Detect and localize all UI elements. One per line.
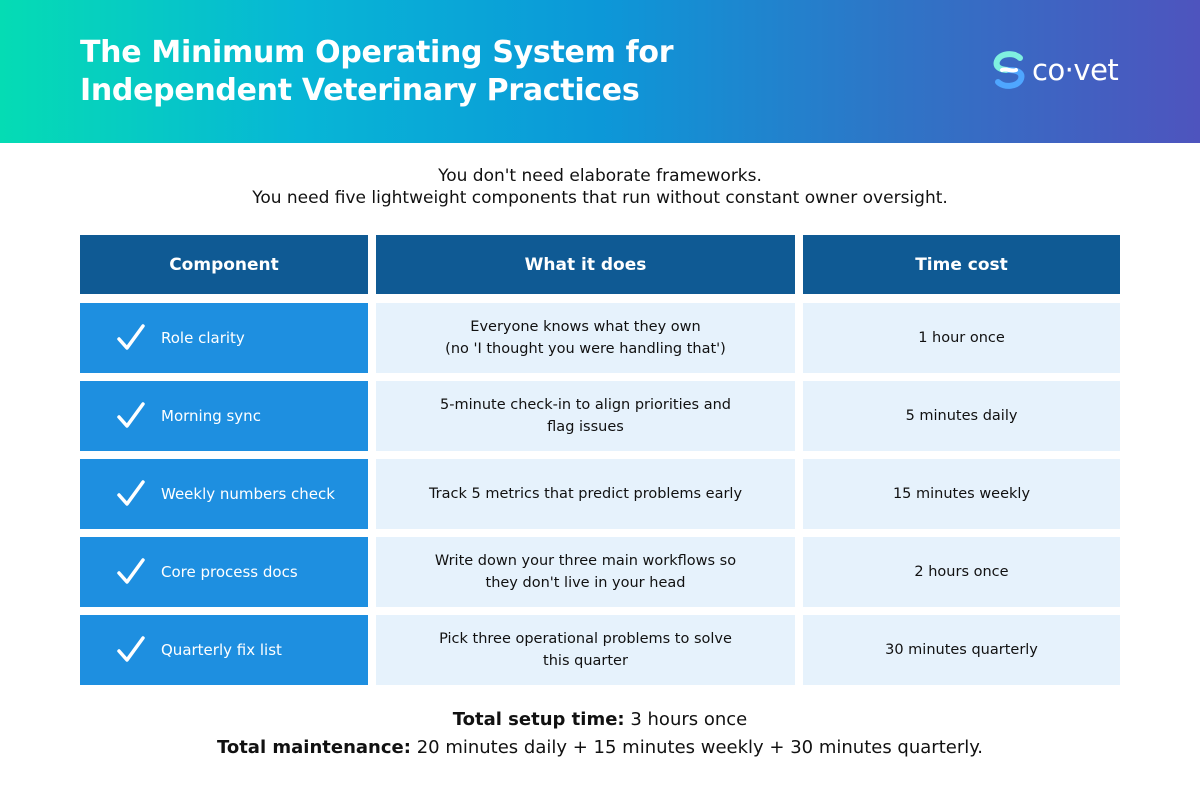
header-time-cost: Time cost <box>803 235 1120 294</box>
covet-logo: co·vet <box>990 50 1119 90</box>
description-line: 5-minute check-in to align priorities an… <box>440 397 731 413</box>
header-what-it-does: What it does <box>376 235 795 294</box>
total-setup-time: Total setup time: 3 hours once <box>0 709 1200 730</box>
maintenance-label: Total maintenance: <box>216 737 411 758</box>
checkmark-icon <box>117 558 145 584</box>
setup-value: 3 hours once <box>630 709 748 730</box>
description-line: Track 5 metrics that predict problems ea… <box>428 486 743 502</box>
intro-text: You don't need elaborate frameworks. You… <box>0 165 1200 209</box>
header-banner: The Minimum Operating System for Indepen… <box>0 0 1200 143</box>
table-row: Core process docs Write down your three … <box>0 537 1200 607</box>
component-label: Quarterly fix list <box>161 641 282 659</box>
table-row: Morning sync 5-minute check-in to align … <box>0 381 1200 451</box>
description-line: they don't live in your head <box>485 575 686 591</box>
time-cost-cell: 15 minutes weekly <box>803 459 1120 529</box>
setup-label: Total setup time: <box>452 709 625 730</box>
checkmark-icon <box>117 402 145 428</box>
description-line: (no 'I thought you were handling that') <box>445 341 726 357</box>
component-label: Weekly numbers check <box>161 485 335 503</box>
title-line-2: Independent Veterinary Practices <box>80 73 640 108</box>
time-cost-cell: 1 hour once <box>803 303 1120 373</box>
component-cell: Weekly numbers check <box>80 459 368 529</box>
checkmark-icon <box>117 636 145 662</box>
table-row: Quarterly fix list Pick three operationa… <box>0 615 1200 685</box>
description-cell: 5-minute check-in to align priorities an… <box>376 381 795 451</box>
table-row: Weekly numbers check Track 5 metrics tha… <box>0 459 1200 529</box>
time-cost-cell: 30 minutes quarterly <box>803 615 1120 685</box>
maintenance-value: 20 minutes daily + 15 minutes weekly + 3… <box>416 737 984 758</box>
covet-logo-icon <box>993 51 1025 89</box>
component-cell: Quarterly fix list <box>80 615 368 685</box>
description-line: Everyone knows what they own <box>470 319 701 335</box>
time-cost-cell: 5 minutes daily <box>803 381 1120 451</box>
checkmark-icon <box>117 480 145 506</box>
time-cost-cell: 2 hours once <box>803 537 1120 607</box>
description-line: Pick three operational problems to solve <box>439 631 732 647</box>
logo-wordmark: co·vet <box>1032 53 1119 87</box>
description-line: this quarter <box>543 653 628 669</box>
description-cell: Pick three operational problems to solve… <box>376 615 795 685</box>
component-cell: Core process docs <box>80 537 368 607</box>
component-label: Morning sync <box>161 407 261 425</box>
total-maintenance: Total maintenance: 20 minutes daily + 15… <box>0 737 1200 758</box>
intro-line-2: You need five lightweight components tha… <box>252 188 948 208</box>
component-label: Role clarity <box>161 329 245 347</box>
title-line-1: The Minimum Operating System for <box>80 35 674 70</box>
description-line: flag issues <box>547 419 624 435</box>
table-row: Role clarity Everyone knows what they ow… <box>0 303 1200 373</box>
component-cell: Role clarity <box>80 303 368 373</box>
component-cell: Morning sync <box>80 381 368 451</box>
header-component: Component <box>80 235 368 294</box>
description-cell: Everyone knows what they own (no 'I thou… <box>376 303 795 373</box>
checkmark-icon <box>117 324 145 350</box>
description-line: Write down your three main workflows so <box>434 553 737 569</box>
page-title: The Minimum Operating System for Indepen… <box>80 34 780 110</box>
intro-line-1: You don't need elaborate frameworks. <box>438 166 762 186</box>
description-cell: Track 5 metrics that predict problems ea… <box>376 459 795 529</box>
component-label: Core process docs <box>161 563 298 581</box>
description-cell: Write down your three main workflows so … <box>376 537 795 607</box>
